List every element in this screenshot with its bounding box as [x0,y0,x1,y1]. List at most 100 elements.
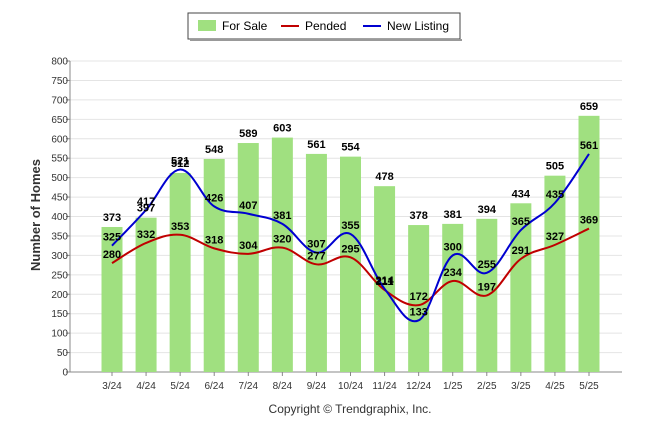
bar-for-sale [135,217,157,372]
bar-for-sale [169,172,191,372]
y-tick-label: 400 [51,212,68,223]
bar-series [101,115,600,372]
x-tick-label: 3/24 [102,381,122,392]
y-tick-label: 300 [51,251,68,262]
bar-for-sale [544,175,566,372]
data-label-pended: 295 [341,243,359,255]
data-label-new-listing: 407 [239,200,257,212]
data-label-new-listing: 255 [478,259,496,271]
y-tick-label: 500 [51,173,68,184]
x-tick-label: 2/25 [477,381,497,392]
legend-label-for-sale: For Sale [222,19,268,33]
y-tick-label: 200 [51,290,68,301]
y-tick-label: 0 [62,368,68,379]
legend-shadow [190,39,462,41]
x-tick-label: 5/24 [170,381,190,392]
data-label-for-sale: 478 [375,171,393,183]
data-label-for-sale: 434 [512,188,531,200]
data-label-new-listing: 561 [580,140,598,152]
copyright-text: Copyright © Trendgraphix, Inc. [269,402,432,416]
data-label-pended: 280 [103,249,121,261]
y-tick-label: 450 [51,193,68,204]
data-label-new-listing: 307 [307,239,325,251]
y-tick-label: 150 [51,309,68,320]
data-label-for-sale: 512 [171,158,189,170]
data-label-for-sale: 505 [546,161,564,173]
y-tick-label: 350 [51,231,68,242]
x-tick-label: 9/24 [307,381,327,392]
data-label-for-sale: 603 [273,123,291,135]
data-label-pended: 304 [239,240,258,252]
data-label-pended: 369 [580,215,598,227]
data-labels: 373 397 512 548 589 603 561 554 478 378 381 394 434 5… [103,101,598,318]
bar-for-sale [271,137,293,372]
y-tick-label: 800 [51,57,68,68]
bar-for-sale [203,158,225,372]
data-label-for-sale: 659 [580,101,598,113]
bar-for-sale [305,153,327,372]
data-label-for-sale: 554 [341,142,360,154]
y-tick-label: 550 [51,154,68,165]
data-label-pended: 211 [376,276,394,288]
data-label-new-listing: 365 [512,216,530,228]
data-label-pended: 277 [307,250,325,262]
data-label-pended: 291 [512,245,530,257]
y-tick-label: 250 [51,270,68,281]
data-label-pended: 234 [444,267,463,279]
data-label-new-listing: 300 [444,241,462,253]
y-tick-label: 750 [51,76,68,87]
data-label-for-sale: 378 [409,210,427,222]
bar-for-sale [101,226,123,372]
y-tick-label: 650 [51,115,68,126]
bar-for-sale [374,186,396,372]
data-label-new-listing: 325 [103,232,121,244]
data-label-for-sale: 381 [444,209,462,221]
y-tick-label: 700 [51,95,68,106]
x-tick-label: 12/24 [406,381,431,392]
legend-box [187,12,461,40]
x-tick-label: 4/25 [545,381,565,392]
x-tick-label: 11/24 [372,381,397,392]
data-label-for-sale: 561 [307,139,325,151]
data-label-new-listing: 521 [171,155,189,167]
x-tick-label: 3/25 [511,381,531,392]
line-pended [111,227,590,307]
bar-for-sale [510,203,532,372]
data-label-pended: 318 [205,234,223,246]
data-label-for-sale: 397 [137,203,155,215]
bar-for-sale [578,115,600,372]
bar-for-sale [408,225,430,372]
data-label-pended: 332 [137,229,155,241]
legend-swatch-for-sale [198,20,216,31]
bar-for-sale [340,156,361,372]
data-label-pended: 327 [546,231,564,243]
data-label-for-sale: 373 [103,212,121,224]
data-label-pended: 353 [171,221,189,233]
legend: For Sale Pended New Listing [187,12,462,41]
bar-for-sale [237,143,259,372]
y-tick-label: 50 [57,348,69,359]
line-new-listing [111,153,590,323]
x-tick-label: 10/24 [338,381,363,392]
x-tick-label: 5/25 [579,381,599,392]
x-tick-label: 8/24 [273,381,293,392]
data-label-new-listing: 355 [341,220,359,232]
y-tick-label: 600 [51,134,68,145]
x-tick-label: 1/25 [443,381,463,392]
data-label-new-listing: 426 [205,192,223,204]
data-label-pended: 320 [273,234,291,246]
data-label-for-sale: 394 [478,204,497,216]
data-label-new-listing: 381 [273,210,291,222]
data-label-new-listing: 435 [546,189,564,201]
line-series [111,153,590,323]
x-tick-label: 7/24 [239,381,259,392]
y-tick-label: 100 [51,329,68,340]
y-axis-title: Number of Homes [28,159,43,271]
data-label-pended: 172 [409,291,427,303]
data-label-pended: 197 [478,281,496,293]
x-tick-label: 6/24 [204,381,224,392]
x-tick-label: 4/24 [136,381,156,392]
axes: 0 50 100 150 200 250 300 350 400 450 500 550 600 650 7… [51,57,622,392]
